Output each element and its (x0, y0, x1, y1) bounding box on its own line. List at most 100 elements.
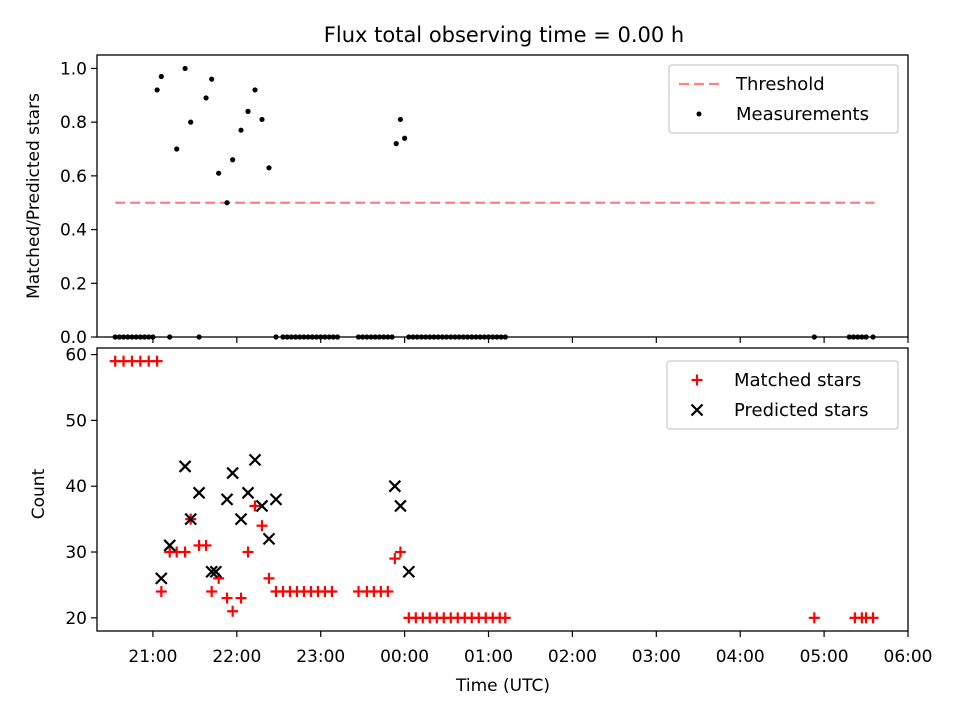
predicted-star-point (163, 539, 176, 552)
measurement-point (385, 334, 391, 340)
x-tick-label: 02:00 (548, 647, 597, 667)
matched-star-point (242, 546, 254, 558)
matched-star-point (235, 592, 247, 604)
measurement-point (158, 73, 164, 80)
measurement-point (460, 334, 466, 340)
matched-star-point (221, 592, 233, 604)
measurement-point (224, 200, 230, 206)
x-tick-label: 22:00 (212, 647, 261, 667)
measurement-point (288, 334, 294, 340)
x-tick-label: 03:00 (632, 647, 681, 667)
measurement-point (846, 334, 852, 340)
count-y-tick-label: 40 (65, 477, 87, 497)
measurement-point (305, 334, 311, 340)
measurement-point (439, 334, 445, 340)
measurement-point (498, 334, 504, 340)
predicted-star-point (269, 493, 283, 506)
measurement-point (188, 119, 194, 125)
ratio-y-axis-label: Matched/Predicted stars (24, 93, 44, 299)
measurement-point (364, 334, 370, 340)
measurements-legend-label: Measurements (736, 104, 869, 125)
x-tick-label: 06:00 (884, 647, 933, 667)
matched-star-point (499, 612, 511, 624)
measurement-point (406, 334, 412, 340)
measurement-point (280, 334, 286, 340)
ratio-y-tick-label: 0.8 (60, 113, 87, 133)
ratio-legend-box (668, 64, 899, 134)
measurement-point (252, 87, 258, 93)
measurement-point (431, 334, 437, 340)
measurement-point (422, 334, 429, 340)
matched-legend-label: Matched stars (734, 370, 861, 391)
count-y-tick-label: 60 (65, 346, 87, 366)
count-x-ticks: 21:00 22:00 23:00 00:00 01:00 02:00 03:00 04:00… (128, 631, 933, 667)
ratio-x-ticks (152, 337, 909, 343)
measurement-point (443, 334, 450, 340)
predicted-star-point (234, 512, 248, 526)
measurement-point (182, 65, 188, 72)
measurement-point (502, 334, 508, 340)
x-tick-label: 21:00 (128, 647, 177, 667)
x-tick-label: 00:00 (380, 647, 429, 667)
measurement-point (203, 95, 209, 101)
measurement-point (477, 334, 483, 340)
chart-title: Flux total observing time = 0.00 h (324, 23, 684, 47)
measurement-point (870, 334, 876, 340)
matched-star-point (249, 500, 261, 512)
predicted-star-point (241, 486, 255, 500)
matched-star-point (382, 586, 394, 598)
measurement-point (469, 334, 475, 340)
measurement-point (330, 334, 336, 340)
predicted-star-point (220, 493, 234, 506)
x-tick-label: 23:00 (296, 647, 345, 667)
measurement-point (863, 334, 869, 340)
measurement-point (435, 334, 441, 340)
predicted-star-point (205, 565, 218, 579)
measurement-point (133, 334, 139, 340)
measurement-points (112, 65, 876, 340)
matched-star-point (227, 605, 239, 617)
measurement-point (129, 334, 135, 340)
predicted-legend-swatch (690, 403, 704, 417)
measurement-point (116, 334, 122, 340)
measurement-point (318, 334, 324, 340)
measurement-point (427, 334, 433, 340)
measurement-point (259, 116, 265, 123)
predicted-star-point (192, 486, 206, 500)
threshold-legend-label: Threshold (735, 74, 825, 95)
matched-legend-swatch (691, 374, 703, 386)
predicted-star-point (388, 479, 402, 493)
predicted-star-point (402, 565, 416, 579)
measurement-point (238, 127, 244, 133)
measurement-point (372, 334, 378, 340)
measurement-point (494, 334, 500, 340)
matched-star-point (326, 586, 338, 598)
count-panel: 20 30 40 50 60 21:00 22:00 23:00 00:00 01:00 02:0… (29, 346, 933, 696)
matched-star-point (206, 586, 218, 598)
measurement-point (811, 334, 817, 340)
count-y-tick-label: 50 (65, 411, 87, 431)
ratio-y-tick-label: 0.2 (60, 274, 87, 294)
count-legend-box (666, 360, 899, 430)
measurement-point (230, 157, 236, 163)
measurement-point (859, 334, 865, 340)
predicted-star-point (184, 512, 197, 526)
measurement-point (481, 334, 487, 340)
measurement-point (368, 334, 374, 340)
measurement-point (297, 334, 303, 340)
measurement-point (284, 334, 290, 340)
measurement-point (389, 334, 395, 340)
measurement-point (376, 334, 383, 340)
measurement-point (490, 334, 496, 340)
predicted-star-point (394, 499, 407, 513)
predicted-legend-marker (690, 403, 704, 417)
measurement-point (485, 334, 492, 340)
ratio-y-ticks: 0.0 0.2 0.4 0.6 0.8 1.0 (60, 59, 97, 348)
measurement-point (381, 334, 387, 340)
matched-star-point (808, 612, 820, 624)
matched-star-point (200, 539, 212, 551)
measurement-point (137, 334, 143, 340)
measurement-point (266, 165, 272, 171)
matched-star-point (155, 586, 167, 598)
measurement-point (414, 334, 420, 340)
